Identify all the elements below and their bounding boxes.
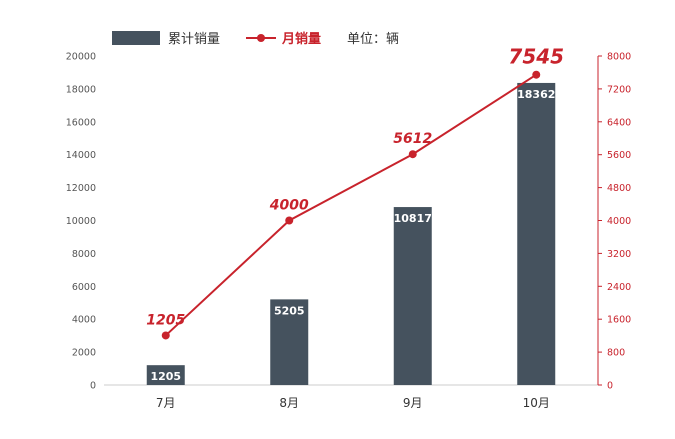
y-right-tick-label: 7200 [607,84,631,95]
bar [270,299,309,385]
x-tick-label: 9月 [403,396,423,410]
y-left-tick-label: 0 [90,381,96,392]
y-left-tick-label: 4000 [72,315,96,326]
line-data-label: 7545 [508,45,564,69]
y-left-tick-label: 8000 [72,249,96,260]
line-data-label: 1205 [146,312,185,328]
bar-data-label: 18362 [517,88,555,101]
y-right-tick-label: 800 [607,348,625,359]
line-point [532,70,541,79]
y-right-tick-label: 6400 [607,117,631,128]
bar-data-label: 1205 [150,370,181,383]
y-left-tick-label: 16000 [66,117,96,128]
line-point [285,216,294,225]
legend: 累计销量 月销量 单位：辆 [112,28,425,47]
monthly-sales-line [165,73,537,337]
y-right-tick-label: 4000 [607,216,631,227]
y-right-tick-label: 2400 [607,282,631,293]
line-point [161,331,170,340]
legend-item-monthly: 月销量 [246,28,321,47]
y-left-tick-label: 12000 [66,183,96,194]
bar [146,365,185,385]
y-right-tick-label: 0 [607,381,613,392]
legend-line-label: 月销量 [282,32,322,47]
line-data-label: 5612 [393,131,432,147]
bar-data-label: 10817 [394,212,432,225]
y-left-tick-label: 10000 [66,216,96,227]
x-tick-label: 7月 [156,396,176,410]
line-data-label: 4000 [269,198,309,214]
y-left-tick-label: 6000 [72,282,96,293]
legend-bar-swatch [112,30,160,45]
y-right-tick-label: 3200 [607,249,631,260]
bar-data-label: 5205 [274,304,305,317]
line-point [408,150,417,159]
y-left-tick-label: 18000 [66,84,96,95]
legend-line-swatch [246,31,277,45]
bar [517,82,556,385]
x-tick-label: 10月 [523,396,550,410]
y-left-tick-label: 20000 [66,52,96,63]
legend-unit: 单位：辆 [347,28,399,47]
legend-item-cumulative: 累计销量 [112,28,220,47]
y-right-tick-label: 4800 [607,183,631,194]
legend-bar-label: 累计销量 [168,32,221,47]
x-tick-label: 8月 [279,396,299,410]
y-right-tick-label: 8000 [607,52,631,63]
unit-label: 单位：辆 [347,32,400,47]
y-right-tick-label: 1600 [607,315,631,326]
bar [393,207,432,385]
y-right-tick-label: 5600 [607,150,631,161]
y-left-tick-label: 2000 [72,348,96,359]
y-left-tick-label: 14000 [66,150,96,161]
